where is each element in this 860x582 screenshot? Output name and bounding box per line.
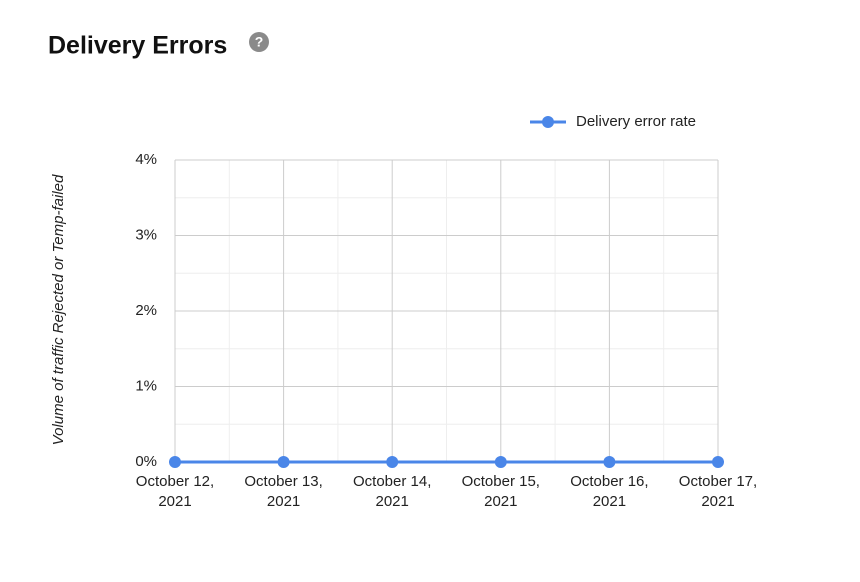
x-tick-label: October 12, 2021 <box>135 473 215 510</box>
point <box>494 456 507 468</box>
x-tick-label: October 15, 2021 <box>461 473 540 510</box>
y-axis-label: Volume of traffic Rejected or Temp-faile… <box>50 174 67 446</box>
y-tick-label: 4% <box>135 151 157 168</box>
x-tick-label: October 16, 2021 <box>570 473 649 510</box>
y-tick-label: 2% <box>135 302 157 319</box>
legend-marker <box>542 116 554 128</box>
point <box>603 456 616 468</box>
point <box>169 456 181 468</box>
y-tick-label: 0% <box>135 453 157 470</box>
help-icon-text: ? <box>255 34 264 50</box>
point <box>277 456 290 468</box>
chart-title: Delivery Errors <box>48 32 227 60</box>
y-tick-label: 3% <box>135 226 157 243</box>
x-tick-label: October 17, 2021 <box>678 473 758 510</box>
point <box>712 456 724 468</box>
point <box>386 456 399 468</box>
x-tick-label: October 14, 2021 <box>352 473 432 510</box>
x-tick-label: October 13, 2021 <box>244 473 323 510</box>
y-tick-label: 1% <box>135 377 157 394</box>
legend-label: Delivery error rate <box>576 113 696 130</box>
help-icon[interactable] <box>249 32 269 52</box>
